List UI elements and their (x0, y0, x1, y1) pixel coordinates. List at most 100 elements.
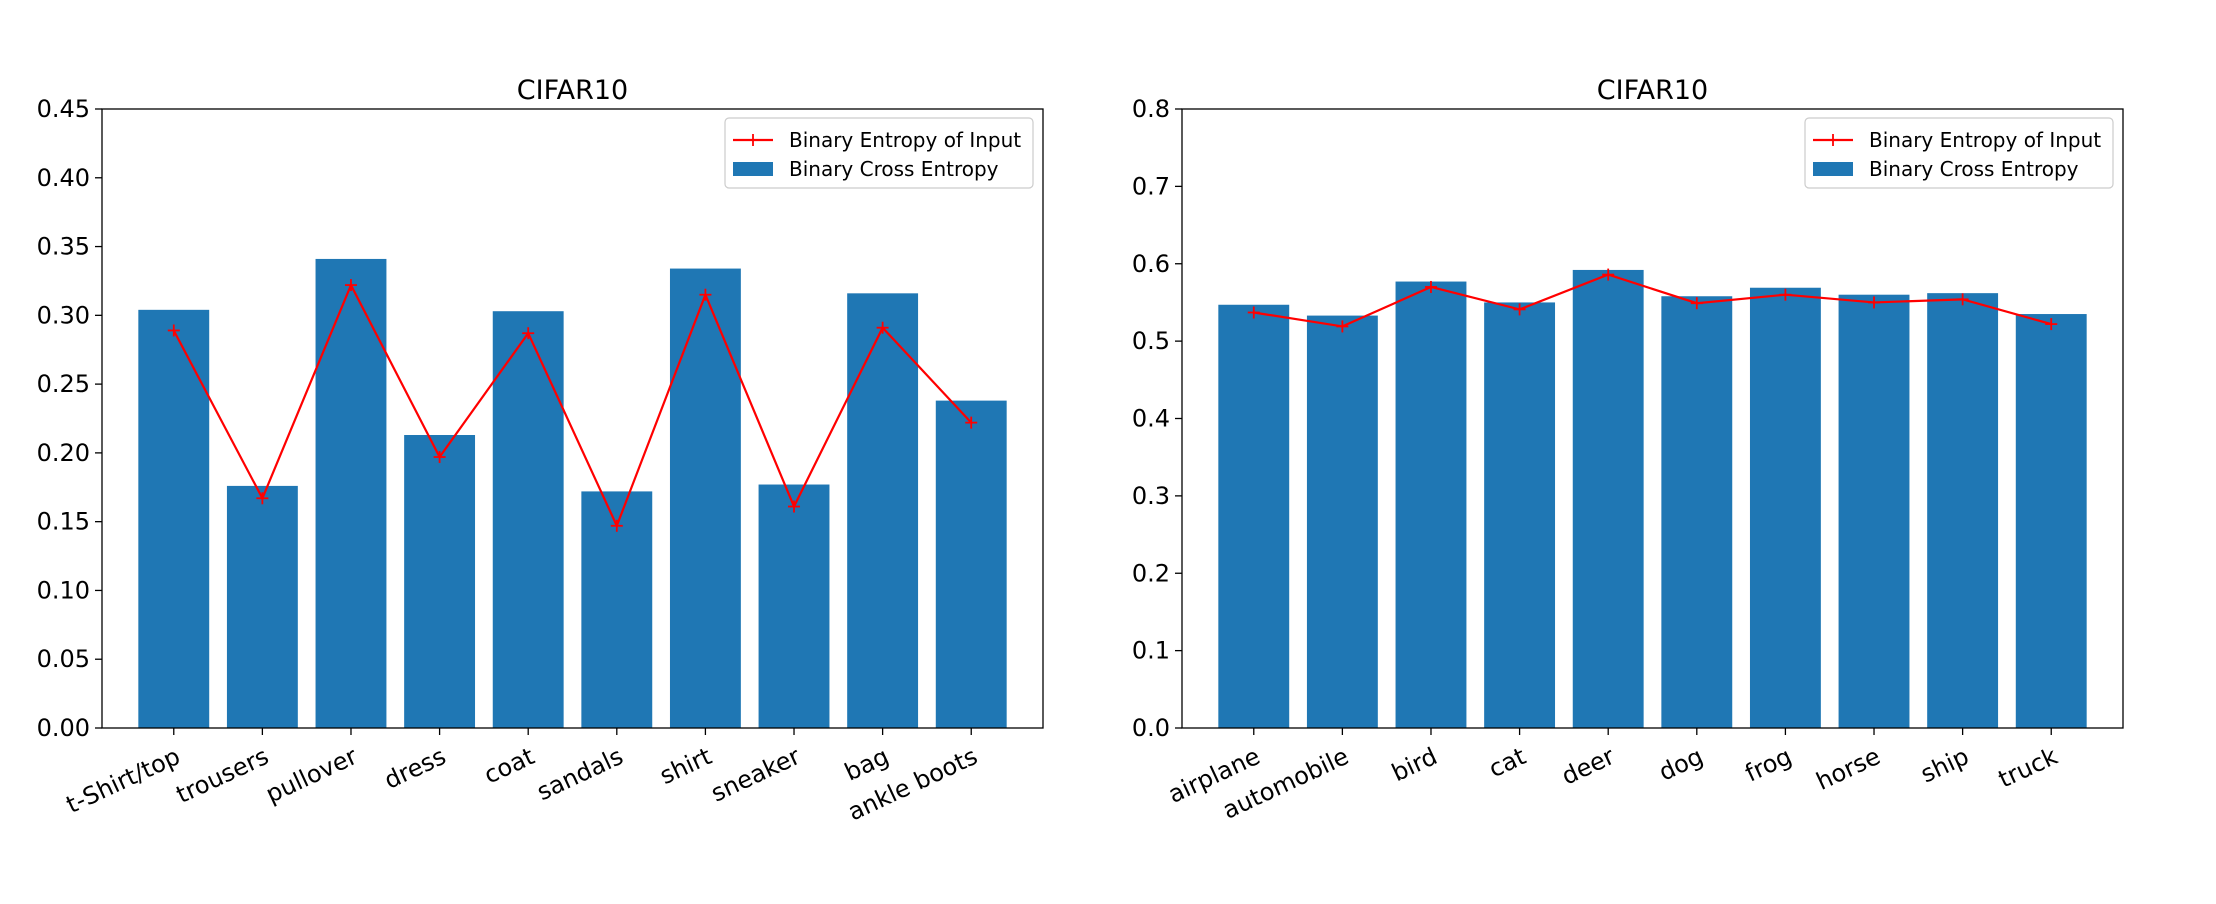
line-point (699, 288, 712, 301)
x-tick-label: truck (1994, 742, 2062, 793)
y-tick-label: 0.3 (1132, 482, 1170, 510)
bar-t-shirt-top (138, 309, 210, 728)
y-axis: 0.0 0.1 0.2 0.3 0.4 0.5 0.6 0.7 0.8 (1132, 95, 1182, 742)
y-tick-label: 0.00 (37, 714, 90, 742)
chart-title: CIFAR10 (517, 75, 628, 106)
y-tick-label: 0.2 (1132, 559, 1170, 587)
line-point (876, 321, 889, 334)
bar-bird (1395, 281, 1467, 728)
y-tick-label: 0.35 (37, 233, 90, 261)
bar-horse (1838, 294, 1910, 728)
y-tick-label: 0.1 (1132, 637, 1170, 665)
legend: Binary Entropy of Input Binary Cross Entr… (724, 117, 1034, 189)
line-point (1424, 280, 1437, 293)
x-tick-label: trousers (172, 742, 273, 809)
line-point (167, 324, 180, 337)
legend-entry-line: Binary Entropy of Input (1813, 128, 2101, 152)
y-tick-label: 0.5 (1132, 327, 1170, 355)
bar-deer (1572, 269, 1644, 728)
y-tick-label: 0.25 (37, 370, 90, 398)
line-point (1868, 296, 1881, 309)
x-tick-label: frog (1741, 742, 1796, 788)
line-point (610, 519, 623, 532)
x-tick-label: cat (1484, 742, 1530, 783)
bar-trousers (226, 485, 298, 728)
line-point (1602, 268, 1615, 281)
x-tick-label: sneaker (707, 742, 805, 808)
line-point (965, 416, 978, 429)
x-tick-label: pullover (261, 742, 361, 809)
legend-entry-line: Binary Entropy of Input (733, 128, 1021, 152)
x-tick-label: bird (1387, 742, 1441, 787)
legend-label: Binary Entropy of Input (789, 128, 1021, 152)
entropy-line (1253, 273, 2052, 328)
bar-automobile (1306, 315, 1378, 728)
x-tick-label: sandals (533, 742, 628, 806)
bar-pullover (315, 258, 387, 728)
y-tick-label: 0.8 (1132, 95, 1170, 123)
x-tick-label: ship (1916, 742, 1973, 788)
y-tick-label: 0.6 (1132, 250, 1170, 278)
chart-title: CIFAR10 (1597, 75, 1708, 106)
y-tick-label: 0.05 (37, 645, 90, 673)
legend-entry-bar: Binary Cross Entropy (1813, 157, 2079, 181)
bar-series (1218, 269, 2087, 728)
line-point (1247, 306, 1260, 319)
x-tick-label: bag (840, 742, 893, 786)
x-tick-label: t-Shirt/top (62, 742, 184, 819)
y-tick-label: 0.20 (37, 439, 90, 467)
line-series (1247, 268, 2058, 333)
line-series (167, 279, 978, 532)
y-tick-label: 0.10 (37, 576, 90, 604)
y-tick-label: 0.45 (37, 95, 90, 123)
line-point (344, 279, 357, 292)
x-tick-label: coat (480, 742, 539, 789)
line-point (788, 500, 801, 513)
bar-dress (404, 435, 476, 728)
x-tick-label: dog (1655, 742, 1708, 786)
bar-shirt (669, 268, 741, 728)
y-tick-label: 0.0 (1132, 714, 1170, 742)
line-point (1690, 297, 1703, 310)
chart-panel-1: 0.00 0.05 0.10 0.15 0.20 0.25 0.30 0.35 0.40 0.45… (37, 75, 1044, 826)
axes-frame (101, 108, 1044, 729)
y-axis: 0.00 0.05 0.10 0.15 0.20 0.25 0.30 0.35 0.40 0.45 (37, 95, 102, 742)
x-tick-label: horse (1812, 742, 1885, 796)
bar-airplane (1218, 304, 1290, 728)
bar-ship (1927, 293, 1999, 728)
bar-ankle-boots (935, 400, 1007, 728)
bar-bag (847, 293, 919, 728)
legend-entry-bar: Binary Cross Entropy (733, 157, 999, 181)
legend-box (724, 117, 1034, 189)
y-tick-label: 0.40 (37, 164, 90, 192)
bar-coat (492, 311, 564, 728)
legend-label: Binary Cross Entropy (1869, 157, 2079, 181)
line-point (2045, 318, 2058, 331)
line-point (1956, 293, 1969, 306)
x-tick-label: dress (380, 742, 450, 795)
line-point (256, 492, 269, 505)
entropy-line (172, 282, 973, 529)
y-tick-label: 0.4 (1132, 405, 1170, 433)
bar-frog (1749, 287, 1821, 728)
bar-dog (1661, 296, 1733, 728)
legend-label: Binary Cross Entropy (789, 157, 999, 181)
x-tick-label: deer (1557, 742, 1618, 791)
y-tick-label: 0.7 (1132, 172, 1170, 200)
legend: Binary Entropy of Input Binary Cross Entr… (1804, 117, 2114, 189)
bar-series (138, 258, 1007, 728)
bar-cat (1484, 302, 1556, 728)
legend-label: Binary Entropy of Input (1869, 128, 2101, 152)
bar-truck (2015, 314, 2087, 728)
chart-panel-2: 0.00.10.20.30.40.50.60.70.8airplaneautom… (1132, 75, 2124, 825)
y-tick-label: 0.30 (37, 301, 90, 329)
bar-sneaker (758, 484, 830, 728)
line-point (1336, 320, 1349, 333)
line-point (522, 327, 535, 340)
legend-box (1804, 117, 2114, 189)
y-tick-label: 0.15 (37, 508, 90, 536)
